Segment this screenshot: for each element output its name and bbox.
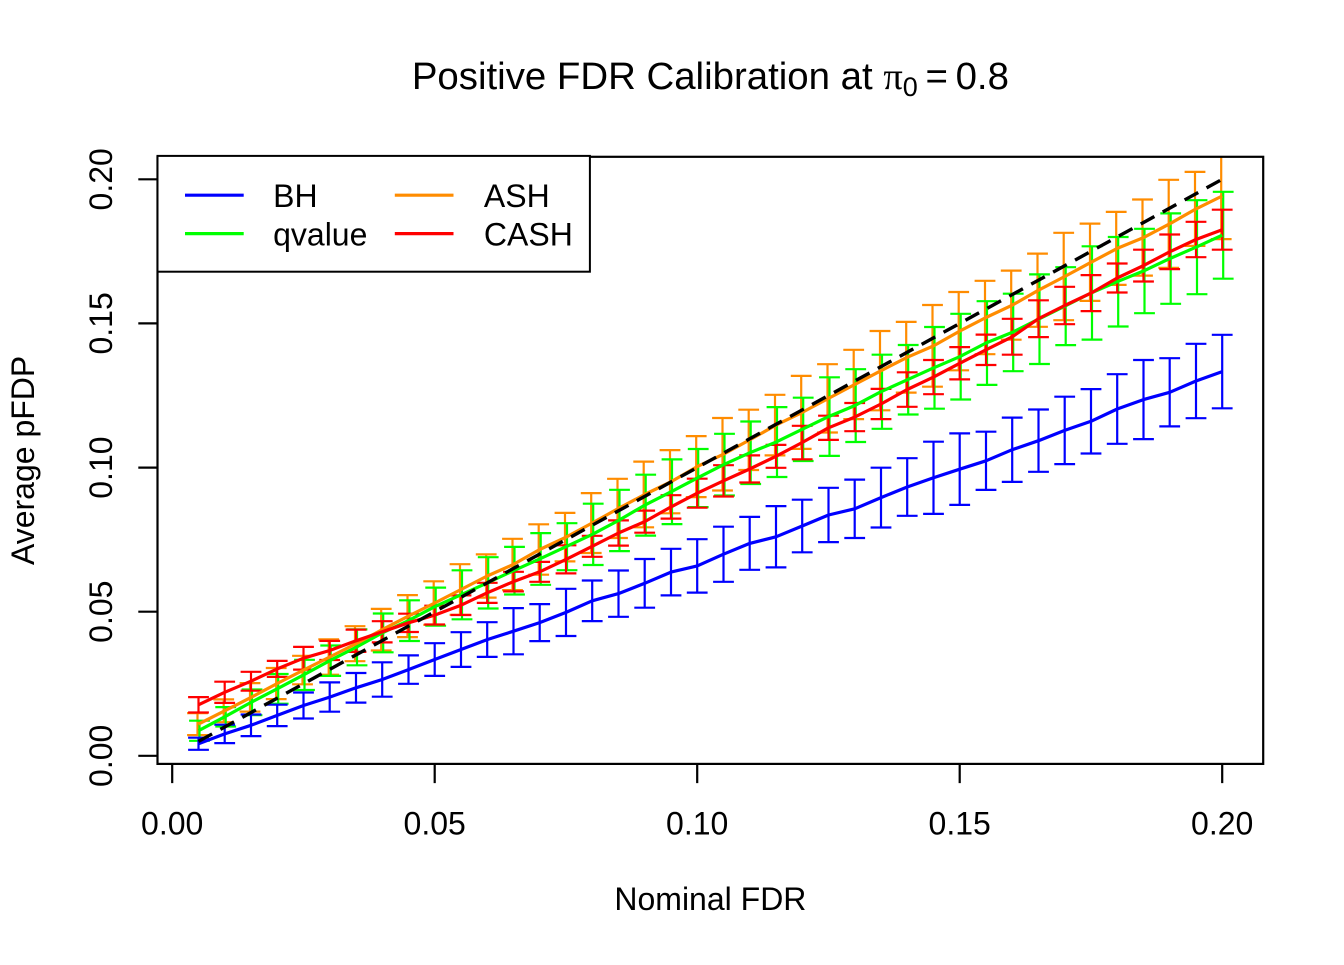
svg-text:0.20: 0.20 bbox=[1191, 806, 1253, 842]
svg-text:Nominal FDR: Nominal FDR bbox=[614, 881, 806, 917]
svg-text:0.10: 0.10 bbox=[666, 806, 728, 842]
svg-text:ASH: ASH bbox=[484, 178, 550, 214]
svg-text:0.05: 0.05 bbox=[404, 806, 466, 842]
svg-text:0.15: 0.15 bbox=[83, 292, 119, 354]
svg-text:0.15: 0.15 bbox=[929, 806, 991, 842]
svg-text:qvalue: qvalue bbox=[273, 216, 367, 252]
svg-text:0.00: 0.00 bbox=[83, 725, 119, 787]
svg-text:0.00: 0.00 bbox=[141, 806, 203, 842]
svg-text:0.20: 0.20 bbox=[83, 148, 119, 210]
svg-text:Positive FDR Calibration at π0: Positive FDR Calibration at π0 = 0.8 bbox=[412, 55, 1009, 102]
svg-text:BH: BH bbox=[273, 178, 317, 214]
svg-text:0.05: 0.05 bbox=[83, 581, 119, 643]
svg-text:CASH: CASH bbox=[484, 216, 573, 252]
svg-text:0.10: 0.10 bbox=[83, 436, 119, 498]
svg-text:Average pFDP: Average pFDP bbox=[5, 356, 41, 565]
